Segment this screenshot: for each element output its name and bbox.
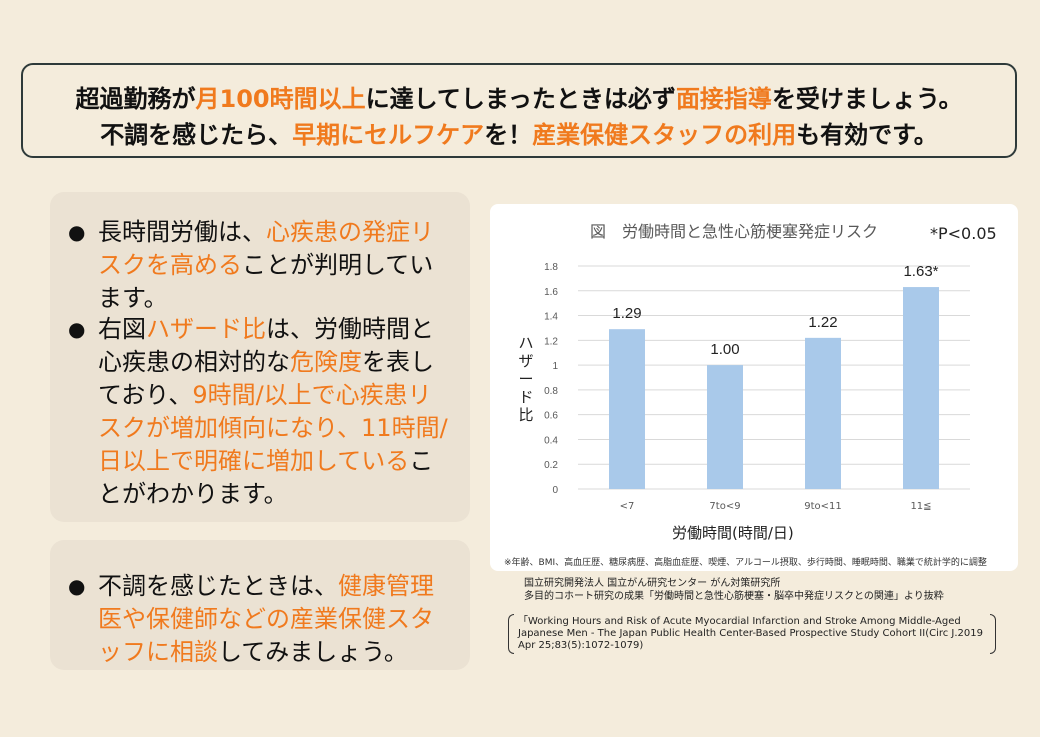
- highlight-text: ハザード比: [146, 315, 266, 343]
- source-text: 国立研究開発法人 国立がん研究センター がん対策研究所 多目的コホート研究の成果…: [524, 577, 944, 603]
- chart-card: 0 0.2 0.4 0.6 0.8 1 1.2 1.4 1.6 1.8 1.29 <7 1.00 7to<…: [490, 204, 1018, 571]
- bar: [609, 329, 645, 489]
- bar: [805, 337, 841, 489]
- bullet-dot: ●: [68, 574, 86, 598]
- headline-line-1: 超過勤務が月100時間以上に達してしまったときは必ず面接指導を受けましょう。: [23, 79, 1015, 114]
- y-axis-label-char: ハ: [518, 334, 534, 352]
- highlight-text: 心疾患の発症リスクを高める: [98, 218, 434, 279]
- bullet-consult-staff: ● 不調を感じたときは、健康管理医や保健師などの産業保健スタッフに相談してみまし…: [68, 570, 448, 669]
- data-label: 1.63*: [903, 263, 938, 280]
- x-tick-label: 7to<9: [709, 501, 740, 512]
- x-tick-label: <7: [620, 501, 635, 512]
- x-axis-label: 労働時間(時間/日): [672, 524, 794, 542]
- bullet-dot: ●: [68, 317, 86, 341]
- data-label: 1.00: [710, 341, 739, 358]
- x-tick-label: 11≦: [910, 501, 931, 512]
- plain-text: 長時間労働は、: [98, 218, 266, 246]
- plain-text: は、労働時間と心疾患の相対的な: [98, 315, 434, 376]
- headline-line-2: 不調を感じたら、早期にセルフケアを！産業保健スタッフの利用も有効です。: [23, 115, 1015, 150]
- citation-box: 「Working Hours and Risk of Acute Myocard…: [508, 614, 996, 654]
- bullet-long-hours: ● 長時間労働は、心疾患の発症リスクを高めることが判明しています。: [68, 216, 448, 315]
- adjustment-footnote: ※年齢、BMI、高血圧歴、糖尿病歴、高脂血症歴、喫煙、アルコール摂取、歩行時間、…: [504, 558, 987, 568]
- chart-title: 図 労働時間と急性心筋梗塞発症リスク: [590, 222, 879, 241]
- bar: [903, 287, 939, 489]
- highlight-text: 産業保健スタッフの利用: [532, 121, 797, 149]
- significance-note: *P<0.05: [930, 224, 997, 243]
- y-tick-label: 1.2: [544, 336, 558, 347]
- highlight-text: 面接指導: [675, 85, 772, 113]
- headline-box: 超過勤務が月100時間以上に達してしまったときは必ず面接指導を受けましょう。 不…: [21, 63, 1017, 158]
- bracket-left: [508, 614, 514, 654]
- plain-text: ことが判明しています。: [98, 251, 434, 312]
- source-line-1: 国立研究開発法人 国立がん研究センター がん対策研究所: [524, 578, 781, 589]
- highlight-text: 早期にセルフケア: [292, 121, 485, 149]
- plain-text: 不調を感じたら、: [100, 121, 293, 149]
- y-tick-label: 0.2: [544, 460, 558, 471]
- info-panel-consult: ● 不調を感じたときは、健康管理医や保健師などの産業保健スタッフに相談してみまし…: [50, 540, 470, 670]
- source-line-2: 多目的コホート研究の成果「労働時間と急性心筋梗塞・脳卒中発症リスクとの関連」より…: [524, 591, 944, 602]
- y-tick-label: 1.4: [544, 312, 558, 323]
- y-axis-label-char: ザ: [518, 352, 534, 370]
- plain-text: を表しており、: [98, 348, 434, 409]
- y-axis-label-char: 比: [518, 406, 534, 424]
- plain-text: を！: [484, 121, 533, 149]
- y-axis-label-char: ー: [518, 370, 534, 388]
- info-panel-risk: ● 長時間労働は、心疾患の発症リスクを高めることが判明しています。 ● 右図ハザ…: [50, 192, 470, 522]
- bullet-text: 長時間労働は、心疾患の発症リスクを高めることが判明しています。: [98, 218, 434, 312]
- bar: [707, 365, 743, 489]
- citation-text: 「Working Hours and Risk of Acute Myocard…: [518, 616, 983, 651]
- highlight-text: 健康管理医や保健師などの産業保健スタッフに相談: [98, 572, 434, 666]
- y-tick-label: 1.8: [544, 262, 558, 273]
- plain-text: を受けましょう。: [771, 85, 963, 113]
- x-tick-label: 9to<11: [804, 501, 842, 512]
- y-tick-label: 0: [552, 485, 558, 496]
- highlight-text: 月100時間以上: [195, 85, 366, 113]
- y-tick-label: 0.8: [544, 386, 558, 397]
- bracket-right: [990, 614, 996, 654]
- bullet-hazard-ratio: ● 右図ハザード比は、労働時間と心疾患の相対的な危険度を表しており、9時間/以上…: [68, 313, 448, 511]
- plain-text: も有効です。: [796, 121, 938, 149]
- plain-text: してみましょう。: [218, 638, 408, 666]
- bullet-text: 右図ハザード比は、労働時間と心疾患の相対的な危険度を表しており、9時間/以上で心…: [98, 315, 448, 508]
- plain-text: 超過勤務が: [75, 85, 196, 113]
- plain-text: 右図: [98, 315, 146, 343]
- highlight-text: 危険度: [290, 348, 362, 376]
- y-tick-label: 1.6: [544, 287, 558, 298]
- bullet-dot: ●: [68, 220, 86, 244]
- plain-text: に達してしまったときは必ず: [365, 85, 676, 113]
- plain-text: ことがわかります。: [98, 447, 434, 508]
- bar-chart: 0 0.2 0.4 0.6 0.8 1 1.2 1.4 1.6 1.8 1.29 <7 1.00 7to<…: [544, 262, 970, 512]
- highlight-text: 9時間/以上で心疾患リスクが増加傾向になり、11時間/日以上で明確に増加している: [98, 381, 448, 475]
- data-label: 1.22: [808, 314, 837, 331]
- y-tick-label: 1: [552, 361, 558, 372]
- data-label: 1.29: [612, 305, 641, 322]
- y-tick-label: 0.6: [544, 411, 558, 422]
- y-axis-label: ハザード比: [516, 334, 536, 424]
- y-tick-label: 0.4: [544, 435, 558, 446]
- y-axis-label-char: ド: [518, 388, 534, 406]
- bullet-text: 不調を感じたときは、健康管理医や保健師などの産業保健スタッフに相談してみましょう…: [98, 572, 434, 666]
- plain-text: 不調を感じたときは、: [98, 572, 338, 600]
